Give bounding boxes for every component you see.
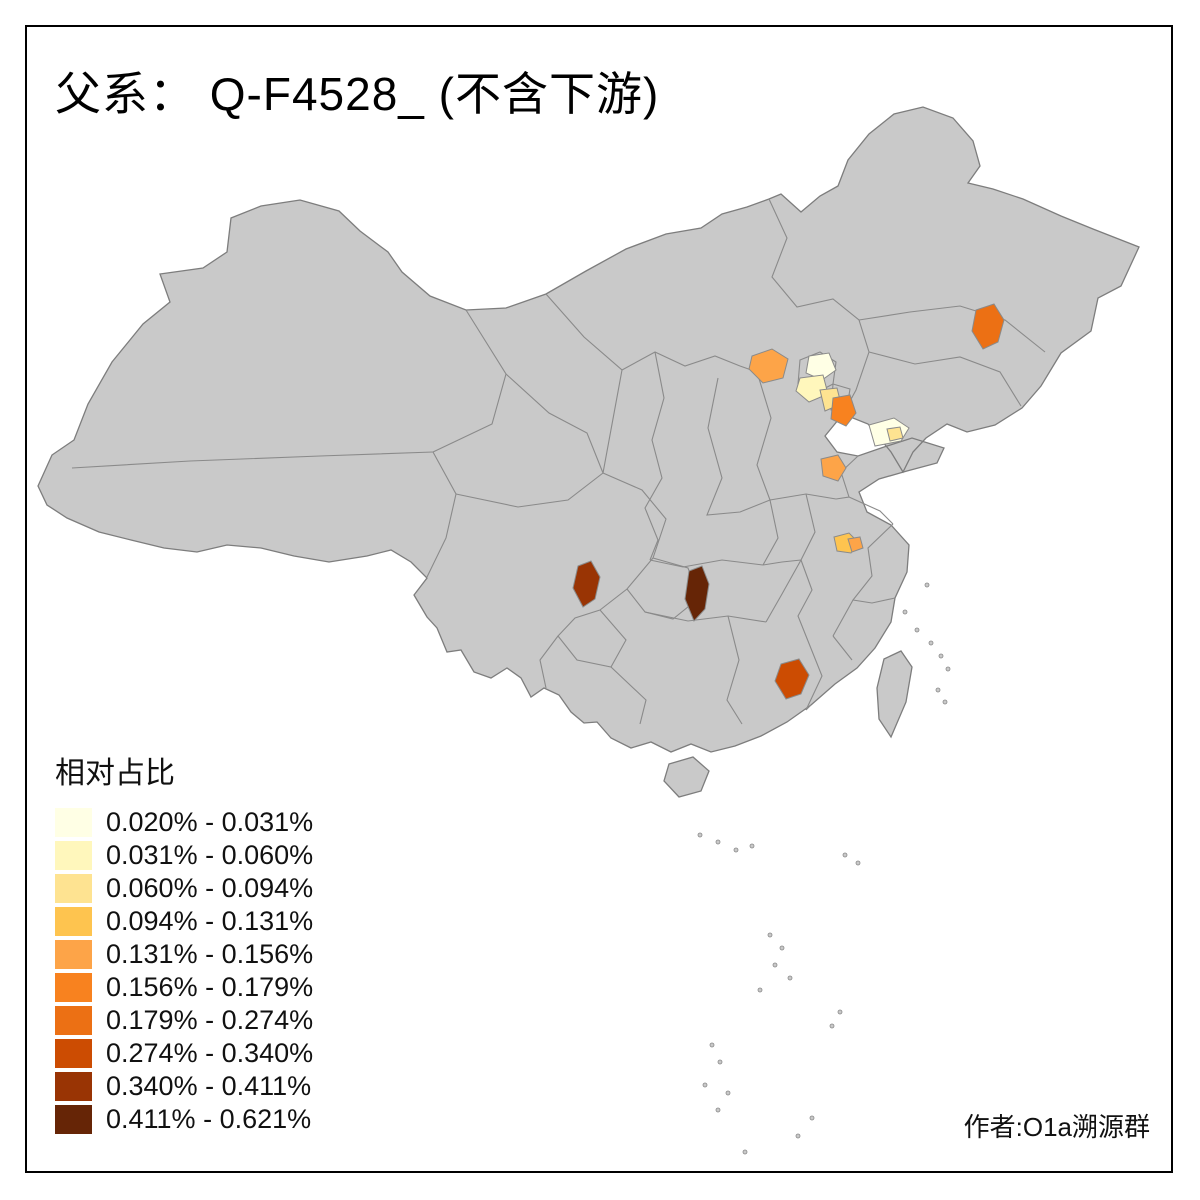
legend-swatch	[55, 973, 92, 1002]
legend-item: 0.060% - 0.094%	[55, 872, 313, 905]
highlighted-regions	[572, 303, 1005, 700]
legend-swatch	[55, 841, 92, 870]
legend-label: 0.020% - 0.031%	[106, 807, 314, 837]
highlight-hubei	[684, 565, 710, 622]
highlight-jilin	[971, 303, 1005, 350]
legend-swatch	[55, 874, 92, 903]
highlight-anhui-2	[847, 536, 864, 553]
legend-item: 0.340% - 0.411%	[55, 1070, 313, 1103]
mainland-outline	[37, 106, 1140, 753]
legend: 相对占比 0.020% - 0.031% 0.031% - 0.060% 0.0…	[55, 748, 313, 1136]
taiwan-island	[876, 650, 913, 739]
legend-item: 0.179% - 0.274%	[55, 1004, 313, 1037]
legend-title: 相对占比	[55, 757, 175, 790]
legend-label: 0.131% - 0.156%	[106, 939, 314, 969]
legend-label: 0.156% - 0.179%	[106, 972, 314, 1002]
highlight-guangdong	[774, 658, 810, 700]
legend-item: 0.031% - 0.060%	[55, 839, 313, 872]
legend-item: 0.131% - 0.156%	[55, 938, 313, 971]
legend-label: 0.060% - 0.094%	[106, 873, 314, 903]
legend-label: 0.031% - 0.060%	[106, 840, 314, 870]
legend-swatch	[55, 1039, 92, 1068]
legend-swatch	[55, 1006, 92, 1035]
highlight-north-hebei	[748, 348, 789, 384]
legend-item: 0.020% - 0.031%	[55, 806, 313, 839]
legend-label: 0.179% - 0.274%	[106, 1005, 314, 1035]
legend-swatch	[55, 1072, 92, 1101]
sea-islets	[697, 582, 951, 1155]
legend-item: 0.094% - 0.131%	[55, 905, 313, 938]
legend-label: 0.411% - 0.621%	[106, 1104, 312, 1134]
highlight-sichuan	[572, 560, 601, 608]
highlight-west-shandong	[820, 454, 847, 482]
legend-item: 0.274% - 0.340%	[55, 1037, 313, 1070]
legend-swatch	[55, 808, 92, 837]
province-borders	[71, 198, 1046, 725]
legend-swatch	[55, 907, 92, 936]
legend-label: 0.094% - 0.131%	[106, 906, 314, 936]
legend-label: 0.340% - 0.411%	[106, 1071, 312, 1101]
highlight-beijing-area-pale	[805, 352, 837, 381]
legend-swatch	[55, 940, 92, 969]
legend-item: 0.411% - 0.621%	[55, 1103, 313, 1136]
author-credit: 作者:O1a溯源群	[963, 1112, 1150, 1142]
highlight-beijing-area-light	[795, 374, 829, 403]
page-title: 父系： Q-F4528_ (不含下游)	[55, 68, 660, 120]
highlight-tianjin	[830, 394, 857, 427]
highlight-shandong-spot	[886, 426, 904, 442]
legend-label: 0.274% - 0.340%	[106, 1038, 314, 1068]
legend-swatch	[55, 1105, 92, 1134]
legend-item: 0.156% - 0.179%	[55, 971, 313, 1004]
hainan-island	[663, 756, 710, 798]
